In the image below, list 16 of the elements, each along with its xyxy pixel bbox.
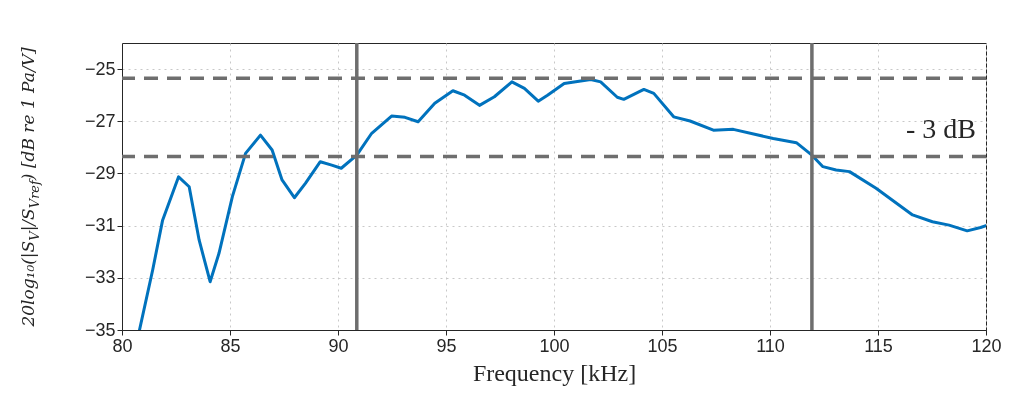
x-tick-label: 110: [756, 335, 785, 356]
line-series: [138, 78, 986, 330]
y-tick-label: −25: [84, 58, 116, 79]
x-tick-label: 115: [864, 335, 893, 356]
x-tick-label: 105: [647, 335, 678, 356]
x-tick-label: 90: [328, 335, 349, 356]
x-axis-title: Frequency [kHz]: [472, 359, 637, 386]
y-tick-label: −27: [84, 110, 116, 131]
x-tick-label: 85: [220, 335, 241, 356]
x-tick-label: 95: [436, 335, 457, 356]
y-tick-label: −31: [84, 215, 116, 236]
x-tick-label: 100: [539, 335, 570, 356]
x-tick-label: 120: [971, 335, 1002, 356]
y-tick-label: −33: [84, 267, 116, 288]
y-tick-label: −29: [84, 162, 116, 183]
annotation: - 3 dB: [906, 113, 976, 144]
